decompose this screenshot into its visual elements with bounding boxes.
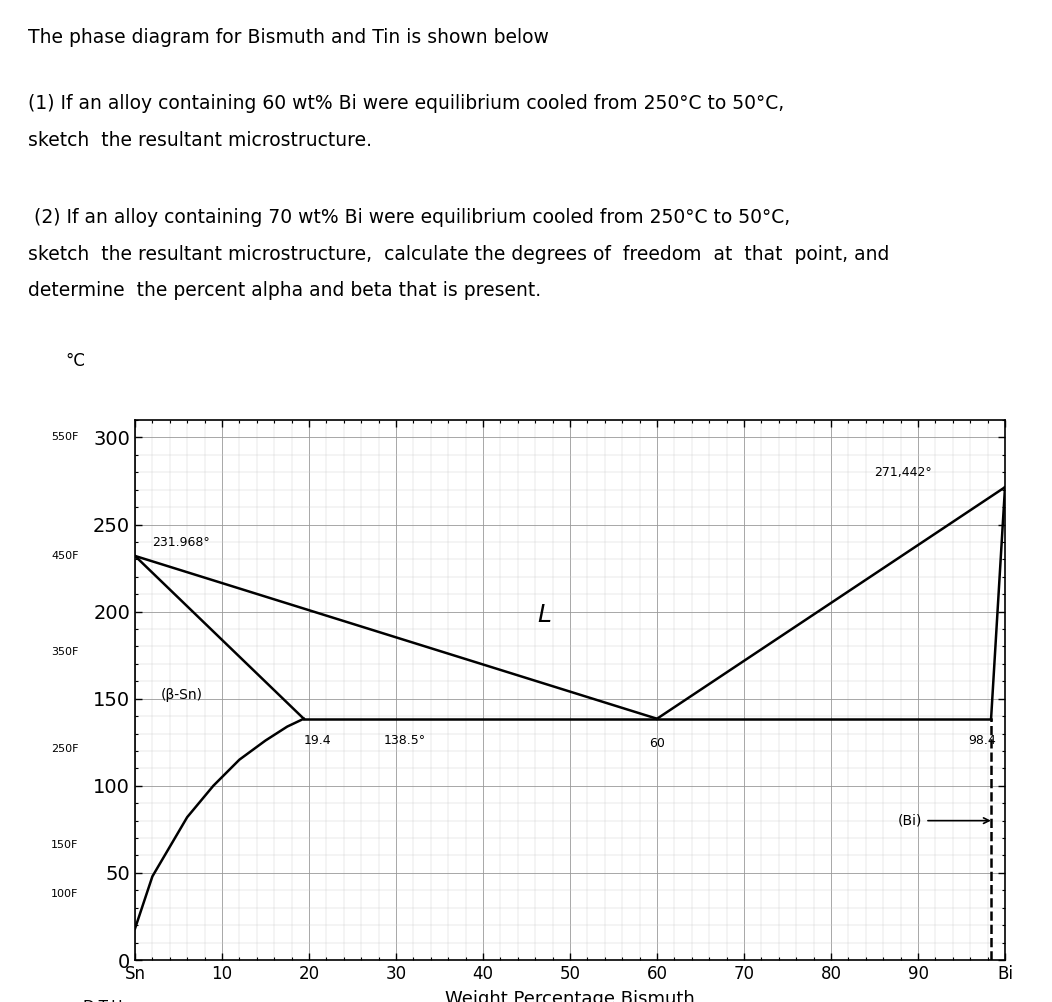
Text: (β-Sn): (β-Sn) <box>161 688 203 702</box>
Text: 100F: 100F <box>52 889 79 899</box>
Text: 271,442°: 271,442° <box>874 466 932 479</box>
Text: sketch  the resultant microstructure,  calculate the degrees of  freedom  at  th: sketch the resultant microstructure, cal… <box>28 244 889 264</box>
Text: sketch  the resultant microstructure.: sketch the resultant microstructure. <box>28 130 372 149</box>
Text: L: L <box>537 603 551 627</box>
Text: The phase diagram for Bismuth and Tin is shown below: The phase diagram for Bismuth and Tin is… <box>28 28 549 47</box>
Text: D.T.H.: D.T.H. <box>82 1000 127 1002</box>
Text: °C: °C <box>65 353 85 371</box>
Text: (1) If an alloy containing 60 wt% Bi were equilibrium cooled from 250°C to 50°C,: (1) If an alloy containing 60 wt% Bi wer… <box>28 94 784 113</box>
Text: 550F: 550F <box>52 433 79 443</box>
Text: (Bi): (Bi) <box>898 814 989 828</box>
Text: 231.968°: 231.968° <box>153 536 210 549</box>
Text: 60: 60 <box>649 737 665 750</box>
Text: 98.4: 98.4 <box>969 733 996 746</box>
Text: 350F: 350F <box>52 646 79 656</box>
Text: 19.4: 19.4 <box>304 733 331 746</box>
Text: 138.5°: 138.5° <box>384 733 426 746</box>
Text: 150F: 150F <box>52 840 79 850</box>
Text: (2) If an alloy containing 70 wt% Bi were equilibrium cooled from 250°C to 50°C,: (2) If an alloy containing 70 wt% Bi wer… <box>28 208 790 226</box>
Text: determine  the percent alpha and beta that is present.: determine the percent alpha and beta tha… <box>28 282 541 301</box>
Text: 250F: 250F <box>50 744 79 755</box>
X-axis label: Weight Percentage Bismuth: Weight Percentage Bismuth <box>445 990 695 1002</box>
Text: 450F: 450F <box>50 551 79 561</box>
